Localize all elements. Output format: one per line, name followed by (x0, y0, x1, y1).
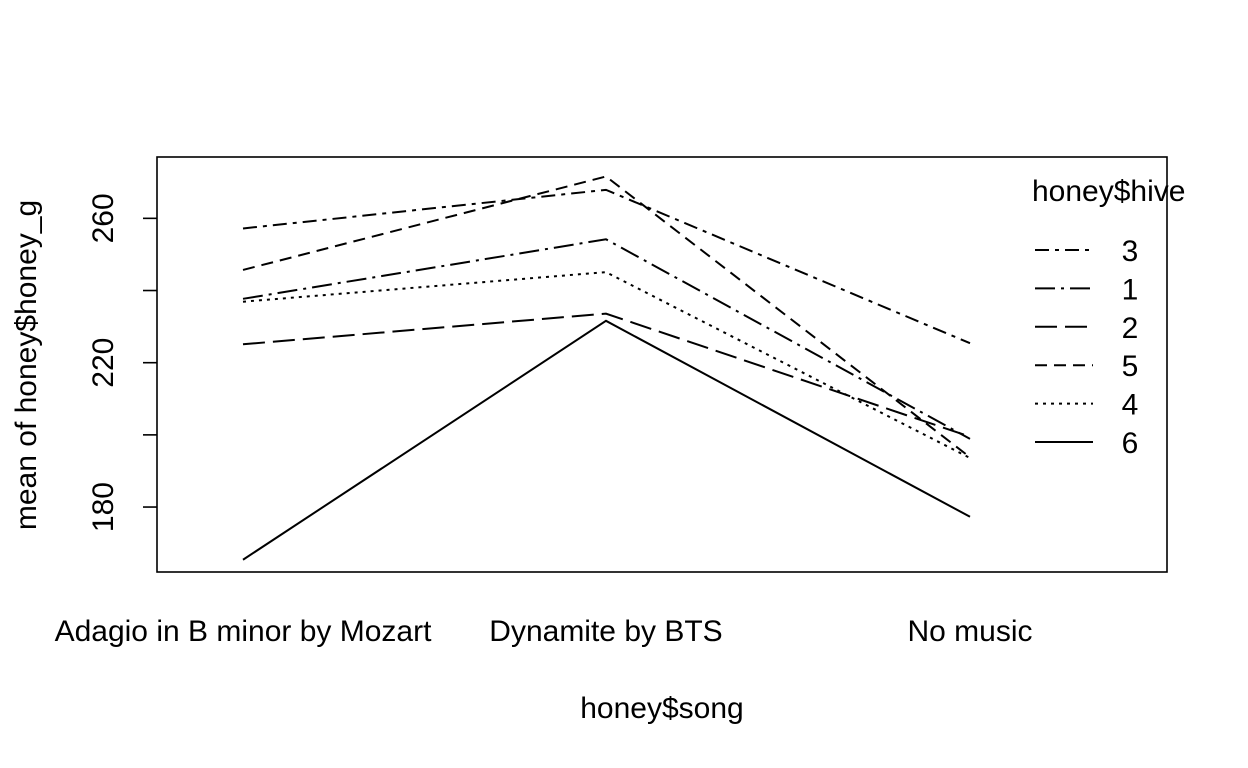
series-line-hive-5 (242, 175, 971, 459)
y-tick-label: 260 (87, 193, 120, 243)
series-line-hive-6 (242, 319, 971, 561)
x-axis: Adagio in B minor by Mozart Dynamite by B… (55, 615, 1033, 648)
plot-frame (156, 156, 1168, 573)
legend-title: honey$hive (1032, 175, 1185, 208)
legend-label: 4 (1122, 389, 1139, 422)
x-axis-label: honey$song (580, 692, 743, 725)
series-lines (242, 175, 971, 561)
legend: honey$hive 3 1 2 5 4 6 (1032, 175, 1185, 460)
x-category-label: No music (907, 615, 1032, 648)
y-tick-label: 220 (87, 338, 120, 388)
legend-label: 5 (1122, 350, 1139, 383)
legend-label: 6 (1122, 427, 1139, 460)
x-category-label: Dynamite by BTS (489, 615, 722, 648)
series-line-hive-1 (242, 238, 971, 440)
y-axis: 180 220 260 (87, 193, 157, 532)
x-category-label: Adagio in B minor by Mozart (55, 615, 432, 648)
series-line-hive-4 (242, 271, 971, 459)
legend-label: 2 (1122, 312, 1139, 345)
legend-label: 1 (1122, 273, 1139, 306)
legend-label: 3 (1122, 235, 1139, 268)
y-axis-label: mean of honey$honey_g (10, 200, 43, 530)
series-line-hive-2 (242, 312, 971, 438)
y-tick-label: 180 (87, 482, 120, 532)
series-line-hive-3 (242, 188, 971, 345)
